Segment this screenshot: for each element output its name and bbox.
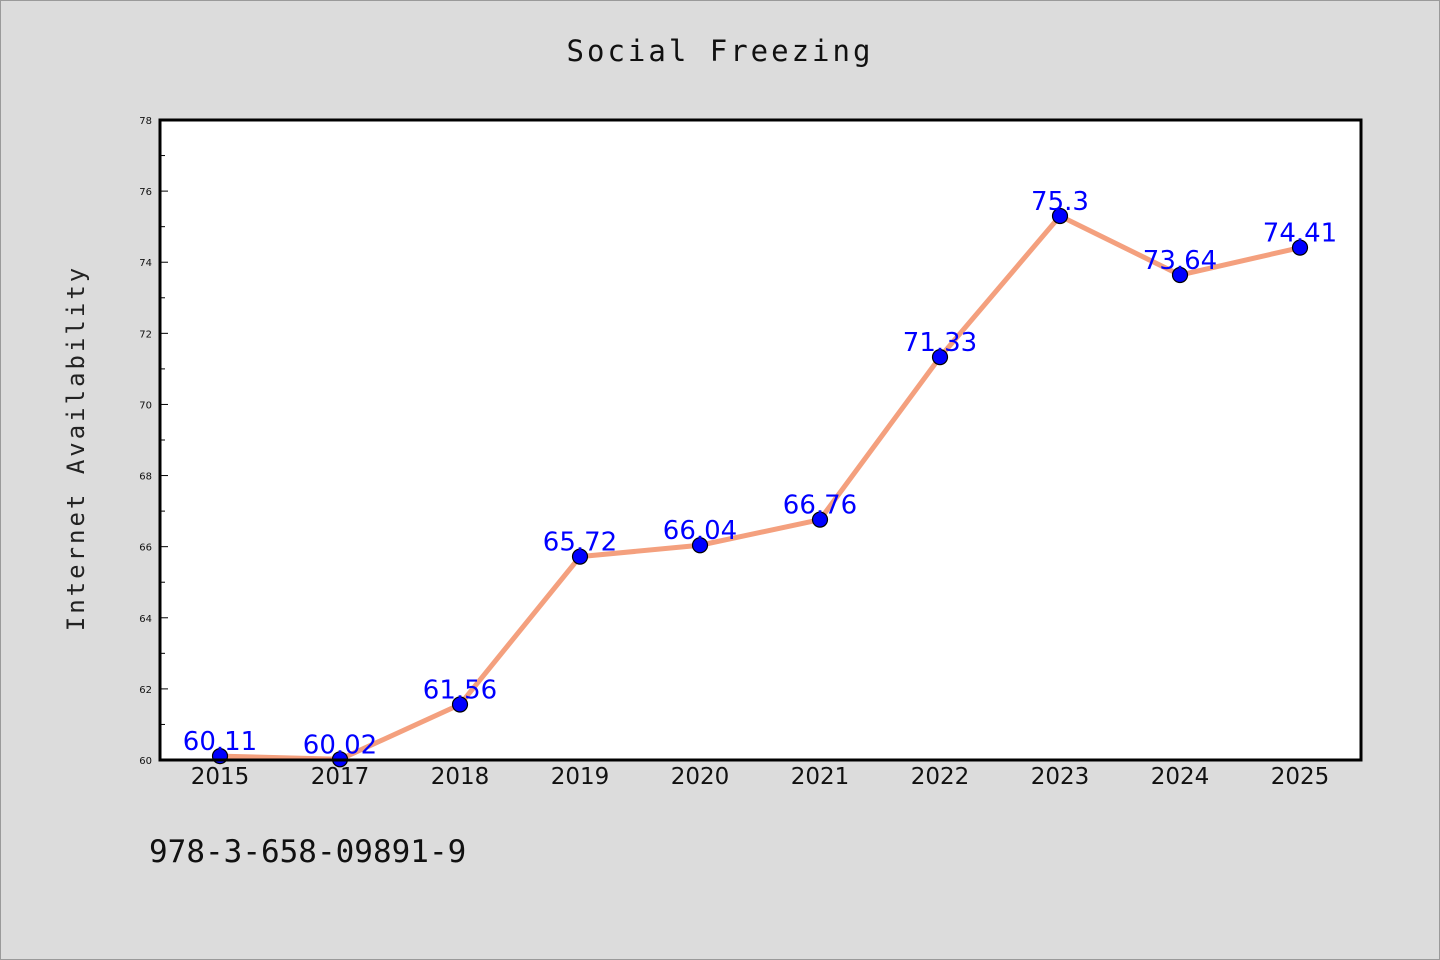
x-tick-label: 2017: [311, 764, 370, 790]
y-tick-label: 70: [139, 400, 152, 411]
chart-title: Social Freezing: [566, 34, 874, 68]
data-label: 60.02: [303, 730, 377, 760]
data-point: [1171, 266, 1189, 284]
y-tick-label: 74: [139, 258, 152, 269]
data-label: 75.3: [1031, 187, 1089, 217]
y-tick-label: 68: [139, 472, 152, 483]
data-point: [691, 537, 709, 554]
y-tick-label: 72: [139, 329, 152, 340]
x-tick-label: 2022: [911, 764, 970, 790]
x-tick-label: 2024: [1151, 764, 1210, 790]
data-label: 74.41: [1263, 219, 1337, 249]
x-axis-ticks: 2015 2017 2018 2019 2020 2021 2022 2023 2024 2025: [191, 764, 1330, 790]
data-label: 60.11: [183, 727, 257, 757]
data-point: [571, 548, 589, 565]
x-tick-label: 2021: [791, 764, 850, 790]
x-tick-label: 2018: [431, 764, 490, 790]
y-tick-label: 66: [139, 543, 152, 554]
y-tick-label: 76: [139, 187, 152, 198]
series-line: [219, 213, 1301, 762]
footer-code: 978-3-658-09891-9: [149, 834, 467, 870]
series-layer: 60.11 60.02 61.56 65.72 66.04 66.76 71.33 75.3 7…: [183, 187, 1337, 768]
y-tick-label: 62: [139, 685, 152, 696]
data-label: 66.04: [663, 516, 737, 546]
data-point: [1291, 239, 1309, 256]
data-point: [931, 349, 949, 366]
data-point: [451, 696, 469, 713]
plot-area: [160, 120, 1361, 760]
x-tick-label: 2015: [191, 764, 250, 790]
y-tick-label: 60: [139, 756, 152, 767]
data-label: 65.72: [543, 528, 617, 558]
y-tick-label: 64: [139, 614, 152, 625]
data-label: 66.76: [783, 491, 857, 521]
data-label: 61.56: [423, 676, 497, 706]
y-tick-label: 78: [139, 116, 152, 127]
x-tick-label: 2019: [551, 764, 610, 790]
data-label: 73.64: [1143, 246, 1217, 276]
data-point: [811, 511, 829, 528]
plot-border: [158, 118, 1363, 762]
x-tick-label: 2023: [1031, 764, 1090, 790]
data-point: [1051, 207, 1069, 225]
data-label: 71.33: [903, 328, 977, 358]
x-tick-label: 2025: [1271, 764, 1330, 790]
x-tick-label: 2020: [671, 764, 730, 790]
